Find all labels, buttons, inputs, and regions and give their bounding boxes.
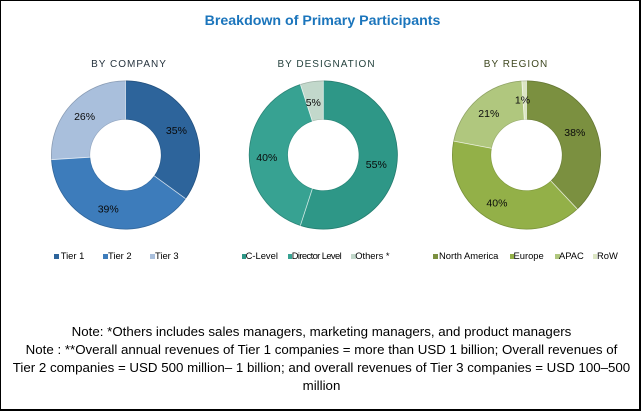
svg-text:40%: 40% — [256, 152, 277, 164]
svg-text:26%: 26% — [74, 111, 95, 123]
svg-text:39%: 39% — [98, 203, 119, 215]
svg-text:40%: 40% — [486, 197, 507, 209]
svg-text:21%: 21% — [478, 108, 499, 120]
svg-text:5%: 5% — [306, 97, 321, 109]
svg-text:35%: 35% — [166, 125, 187, 137]
svg-text:1%: 1% — [515, 95, 530, 107]
svg-text:38%: 38% — [564, 127, 585, 139]
svg-text:55%: 55% — [366, 159, 387, 171]
